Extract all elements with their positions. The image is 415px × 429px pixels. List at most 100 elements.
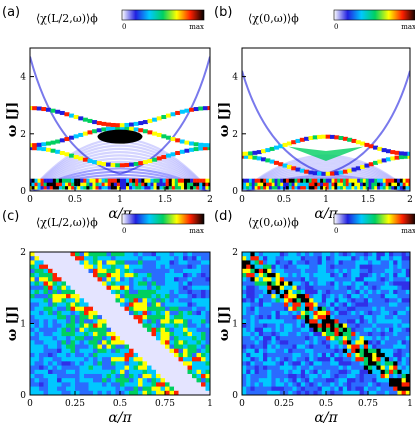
heat-cell: [288, 260, 293, 266]
heat-cell: [39, 361, 44, 367]
heat-cell: [30, 378, 35, 383]
heat-cell: [124, 302, 130, 308]
heat-cell: [263, 277, 268, 282]
heat-cell: [207, 106, 210, 111]
heat-cell: [102, 273, 107, 278]
heat-cell: [263, 185, 267, 190]
heat-cell: [102, 306, 107, 312]
heat-cell: [296, 277, 302, 282]
heat-cell: [201, 268, 206, 274]
heat-cell: [330, 260, 335, 266]
heat-cell: [250, 285, 256, 291]
heat-cell: [97, 331, 103, 337]
heat-cell: [55, 182, 60, 187]
heat-cell: [52, 369, 58, 375]
y-axis-label: ω [J]: [217, 306, 232, 341]
heat-cell: [75, 390, 80, 395]
heat-cell: [183, 256, 188, 261]
heat-cell: [368, 185, 372, 190]
heat-cell: [169, 294, 175, 299]
heat-cell: [393, 294, 398, 299]
heat-cell: [250, 369, 256, 375]
heat-cell: [342, 302, 348, 308]
heat-cell: [84, 361, 89, 367]
x-tick-label: 1: [207, 399, 213, 409]
heat-cell: [305, 315, 310, 320]
heat-cell: [342, 382, 348, 388]
heat-cell: [142, 323, 148, 329]
heat-cell: [49, 178, 53, 183]
heat-cell: [64, 137, 70, 142]
heat-cell: [379, 178, 384, 183]
heat-cell: [78, 116, 84, 121]
heat-cell: [169, 361, 175, 367]
heat-cell: [124, 252, 130, 257]
heat-cell: [111, 348, 116, 354]
heat-cell: [66, 390, 71, 395]
heat-cell: [250, 260, 256, 266]
heat-cell: [70, 344, 76, 350]
heat-cell: [317, 344, 323, 350]
heat-cell: [115, 344, 121, 350]
heat-cell: [111, 319, 116, 324]
heat-cell: [151, 369, 157, 375]
heat-cell: [376, 256, 382, 261]
heat-cell: [313, 327, 319, 333]
heat-cell: [242, 352, 247, 358]
heat-cell: [205, 310, 210, 316]
heat-cell: [303, 178, 307, 183]
heat-cell: [354, 182, 358, 187]
heat-cell: [376, 378, 382, 383]
heat-cell: [57, 378, 62, 383]
heat-cell: [338, 365, 344, 371]
heat-cell: [347, 323, 352, 329]
heat-cell: [151, 336, 157, 341]
heat-cell: [196, 361, 202, 367]
heat-cell: [171, 182, 175, 187]
heat-cell: [93, 294, 98, 299]
heat-cell: [84, 352, 89, 358]
heat-cell: [401, 302, 407, 308]
heat-cell: [174, 285, 179, 291]
heat-cell: [192, 390, 197, 395]
heat-cell: [360, 141, 366, 146]
heat-cell: [165, 386, 170, 392]
heat-cell: [169, 373, 175, 379]
heat-cell: [401, 256, 407, 261]
heat-cell: [70, 256, 76, 261]
heat-cell: [330, 378, 335, 383]
heat-cell: [250, 382, 256, 388]
heat-cell: [178, 302, 184, 308]
heat-cell: [88, 281, 94, 287]
heat-cell: [317, 273, 323, 278]
heat-cell: [180, 178, 185, 183]
heat-cell: [250, 268, 256, 274]
heat-cell: [142, 120, 148, 125]
heat-cell: [274, 178, 278, 183]
heat-cell: [174, 386, 179, 392]
heat-cell: [70, 378, 76, 383]
heat-cell: [309, 256, 314, 261]
heat-cell: [87, 130, 93, 135]
heat-cell: [102, 260, 107, 266]
heat-cell: [347, 319, 352, 324]
heat-cell: [258, 390, 264, 395]
heat-cell: [70, 277, 76, 282]
heat-cell: [284, 260, 289, 266]
heat-cell: [250, 331, 256, 337]
heat-cell: [355, 285, 361, 291]
heat-cell: [299, 137, 305, 142]
heat-cell: [351, 378, 356, 383]
heat-cell: [156, 277, 161, 282]
heat-cell: [61, 256, 67, 261]
heat-cell: [84, 348, 89, 354]
heat-cell: [280, 182, 284, 187]
heat-cell: [267, 348, 272, 354]
heat-cell: [304, 136, 310, 141]
heat-cell: [79, 357, 85, 362]
heat-cell: [170, 112, 176, 117]
heat-cell: [124, 323, 130, 329]
heat-cell: [52, 302, 58, 308]
heat-cell: [30, 331, 35, 337]
heat-cell: [309, 260, 314, 266]
